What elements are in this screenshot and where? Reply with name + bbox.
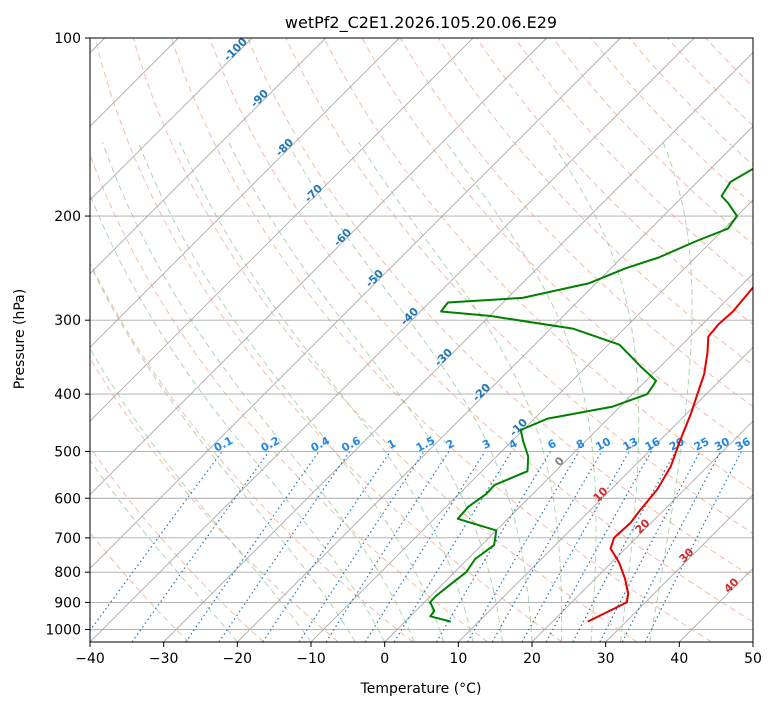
- y-tick-label: 400: [54, 387, 81, 403]
- y-tick-label: 100: [54, 31, 81, 47]
- x-tick-label: −20: [223, 651, 253, 667]
- x-tick-label: 10: [449, 651, 467, 667]
- y-tick-label: 600: [54, 491, 81, 507]
- y-tick-label: 700: [54, 531, 81, 547]
- x-tick-label: 0: [380, 651, 389, 667]
- x-axis-label: Temperature (°C): [360, 681, 482, 697]
- y-tick-label: 1000: [45, 622, 81, 638]
- y-axis-label: Pressure (hPa): [12, 289, 28, 389]
- y-tick-label: 200: [54, 209, 81, 225]
- x-tick-label: −10: [296, 651, 326, 667]
- x-tick-label: −40: [75, 651, 105, 667]
- x-tick-label: 30: [597, 651, 615, 667]
- y-tick-label: 300: [54, 313, 81, 329]
- y-tick-label: 800: [54, 565, 81, 581]
- x-tick-label: 50: [744, 651, 762, 667]
- y-tick-label: 900: [54, 595, 81, 611]
- y-tick-label: 500: [54, 444, 81, 460]
- x-tick-label: 40: [670, 651, 688, 667]
- x-tick-label: −30: [149, 651, 179, 667]
- x-tick-label: 20: [523, 651, 541, 667]
- chart-title: wetPf2_C2E1.2026.105.20.06.E29: [285, 13, 557, 33]
